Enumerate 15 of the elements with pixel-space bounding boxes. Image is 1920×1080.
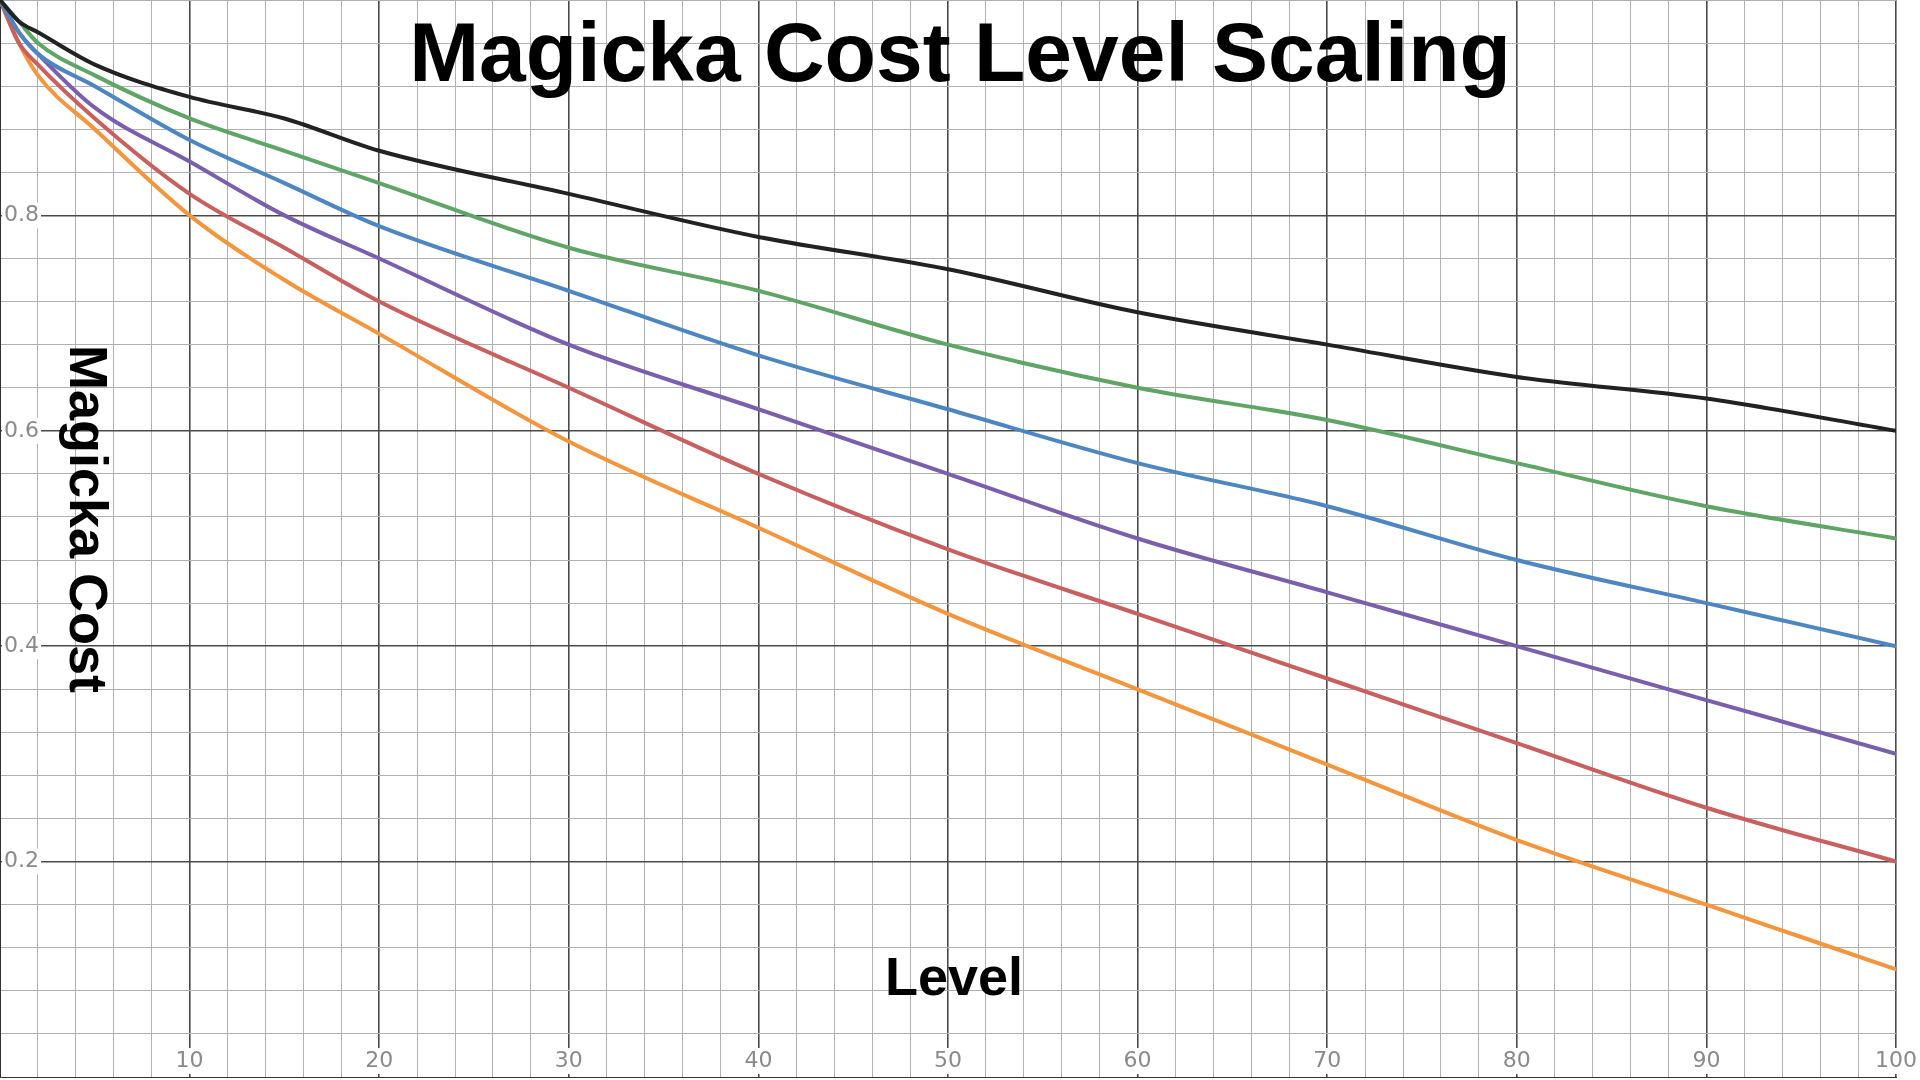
x-tick-label: 50 — [934, 1046, 962, 1072]
y-tick-label: 0.4 — [4, 631, 39, 657]
x-tick-label: 20 — [365, 1046, 394, 1072]
x-tick-label: 40 — [744, 1046, 773, 1072]
y-tick-label: 0.2 — [4, 847, 39, 873]
y-axis-title: Magicka Cost — [58, 345, 120, 694]
x-tick-label: 70 — [1313, 1046, 1342, 1072]
x-tick-label: 60 — [1123, 1046, 1152, 1072]
x-tick-label: 80 — [1502, 1046, 1531, 1072]
y-tick-label: 0.6 — [4, 416, 39, 442]
x-tick-label: 10 — [175, 1046, 204, 1072]
x-tick-label: 90 — [1692, 1046, 1721, 1072]
x-tick-label: 30 — [554, 1046, 583, 1072]
y-tick-label: 0.8 — [4, 201, 39, 227]
x-tick-label: 100 — [1875, 1046, 1917, 1072]
